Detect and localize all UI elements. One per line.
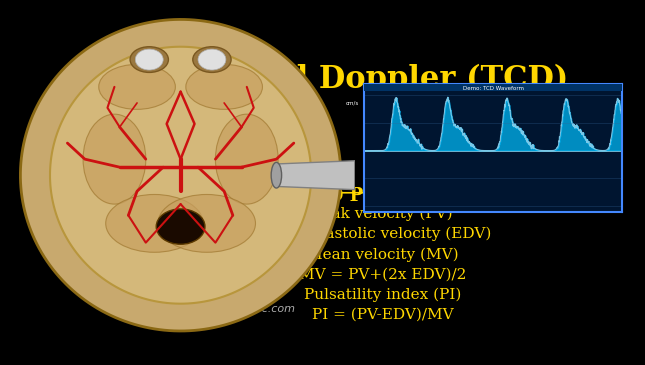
- Text: R.Aaslid.www.hemodynamic.com: R.Aaslid.www.hemodynamic.com: [111, 304, 295, 314]
- Polygon shape: [277, 161, 355, 190]
- Ellipse shape: [193, 47, 231, 72]
- Bar: [364, 84, 622, 91]
- Text: Peak velocity (PV): Peak velocity (PV): [313, 207, 453, 221]
- Text: PI = (PV-EDV)/MV: PI = (PV-EDV)/MV: [312, 308, 454, 322]
- Text: Transcranial Doppler (TCD): Transcranial Doppler (TCD): [93, 64, 568, 95]
- Ellipse shape: [135, 49, 163, 70]
- Ellipse shape: [198, 49, 226, 70]
- Ellipse shape: [83, 114, 146, 204]
- Ellipse shape: [186, 64, 263, 110]
- Polygon shape: [21, 19, 341, 331]
- Text: Pulsatility index (PI): Pulsatility index (PI): [304, 288, 462, 302]
- Ellipse shape: [106, 195, 203, 252]
- Ellipse shape: [158, 195, 255, 252]
- Ellipse shape: [215, 114, 278, 204]
- Text: MV = PV+(2x EDV)/2: MV = PV+(2x EDV)/2: [299, 268, 467, 281]
- Ellipse shape: [156, 209, 205, 244]
- Text: End-diastolic velocity (EDV): End-diastolic velocity (EDV): [275, 227, 491, 241]
- Text: Demo: TCD Waveform: Demo: TCD Waveform: [463, 86, 524, 91]
- Ellipse shape: [99, 64, 175, 110]
- Text: TCD Parameters: TCD Parameters: [301, 187, 466, 205]
- Text: Mean velocity (MV): Mean velocity (MV): [307, 247, 459, 262]
- Polygon shape: [50, 47, 312, 304]
- Ellipse shape: [271, 162, 282, 188]
- Text: cm/s: cm/s: [346, 101, 359, 105]
- Ellipse shape: [130, 47, 168, 72]
